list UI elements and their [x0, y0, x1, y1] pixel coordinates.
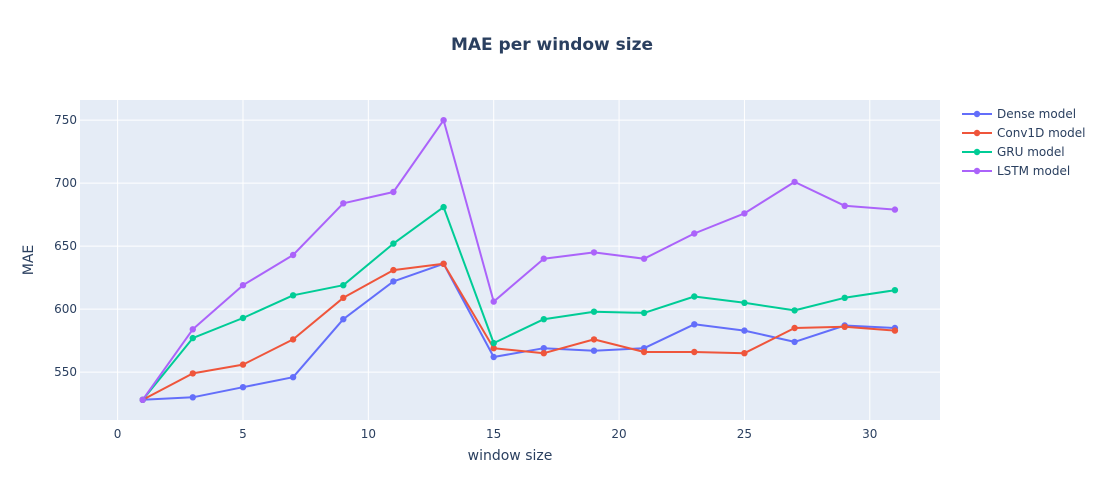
y-tick-label: 700 — [54, 176, 77, 190]
x-axis-ticks: 0 5 10 15 20 25 30 — [114, 427, 878, 441]
data-point — [289, 336, 297, 343]
plot-area — [80, 100, 940, 420]
y-tick-label: 750 — [54, 113, 77, 127]
data-point — [691, 293, 698, 300]
data-point — [490, 345, 497, 352]
data-point — [139, 396, 146, 403]
x-tick-label: 15 — [486, 427, 501, 441]
data-point — [440, 203, 447, 211]
data-point — [340, 316, 347, 323]
data-point — [691, 321, 698, 328]
data-point — [640, 348, 648, 356]
data-point — [239, 282, 247, 289]
data-point — [239, 384, 247, 391]
x-tick-label: 5 — [239, 427, 247, 441]
x-tick-label: 10 — [361, 427, 376, 441]
series-line-0 — [142, 262, 895, 401]
series-line-3 — [141, 119, 895, 401]
data-point — [189, 370, 196, 377]
data-point — [289, 292, 297, 299]
data-point — [390, 278, 397, 285]
data-point — [540, 345, 547, 352]
data-point — [891, 287, 899, 294]
legend-item[interactable]: LSTM model — [962, 164, 1070, 178]
chart-title: MAE per window size — [451, 35, 653, 55]
legend-label: Conv1D model — [997, 126, 1085, 140]
y-axis-label: MAE — [21, 245, 37, 276]
data-point — [691, 230, 698, 237]
legend: Dense model Conv1D model GRU model LSTM mod… — [962, 107, 1085, 178]
data-point — [590, 336, 598, 343]
data-point — [640, 255, 648, 262]
data-point — [340, 282, 347, 289]
data-point — [340, 294, 347, 301]
data-point — [741, 350, 748, 357]
legend-swatch-marker — [973, 110, 981, 118]
legend-item[interactable]: GRU model — [962, 145, 1065, 159]
data-point — [841, 294, 848, 301]
data-point — [490, 353, 497, 361]
x-tick-label: 20 — [611, 427, 626, 441]
data-point — [741, 210, 748, 217]
data-point — [289, 374, 297, 381]
y-tick-label: 600 — [54, 302, 77, 316]
data-point — [540, 350, 547, 357]
data-point — [289, 251, 297, 259]
data-point — [540, 255, 547, 262]
x-tick-label: 25 — [737, 427, 752, 441]
y-tick-label: 550 — [54, 365, 77, 379]
data-point — [841, 202, 848, 209]
data-point — [239, 314, 247, 322]
legend-item[interactable]: Dense model — [962, 107, 1076, 121]
data-point — [189, 394, 196, 401]
data-point — [590, 249, 598, 256]
legend-item[interactable]: Conv1D model — [962, 126, 1085, 140]
legend-swatch-marker — [973, 129, 981, 137]
data-point — [791, 324, 798, 332]
data-point — [189, 334, 196, 342]
data-point — [440, 260, 447, 267]
data-point — [640, 309, 648, 317]
data-point — [741, 327, 748, 334]
data-point — [590, 347, 598, 354]
data-point — [691, 348, 698, 356]
data-point — [540, 316, 547, 323]
x-tick-label: 30 — [862, 427, 877, 441]
data-point — [791, 178, 798, 186]
legend-swatch-marker — [973, 148, 981, 156]
legend-swatch-marker — [973, 167, 981, 175]
series-line-2 — [141, 206, 896, 401]
legend-label: LSTM model — [997, 164, 1070, 178]
data-point — [490, 298, 497, 305]
x-tick-label: 0 — [114, 427, 122, 441]
data-point — [791, 307, 798, 314]
data-point — [490, 339, 497, 347]
data-point — [891, 327, 899, 334]
data-point — [390, 240, 397, 247]
data-point — [239, 361, 247, 368]
series-line-1 — [142, 262, 895, 401]
y-tick-label: 650 — [54, 239, 77, 253]
data-point — [891, 206, 899, 213]
data-point — [440, 117, 447, 124]
y-axis-ticks: 550 600 650 700 750 — [54, 113, 77, 379]
data-point — [340, 200, 347, 207]
series-lines — [141, 119, 896, 401]
legend-label: GRU model — [997, 145, 1065, 159]
data-point — [741, 299, 748, 306]
series-points — [139, 117, 899, 403]
data-point — [791, 338, 798, 346]
x-axis-label: window size — [468, 448, 553, 464]
data-point — [390, 266, 397, 274]
data-point — [390, 188, 397, 196]
legend-label: Dense model — [997, 107, 1076, 121]
data-point — [189, 326, 196, 333]
data-point — [590, 308, 598, 315]
data-point — [841, 323, 848, 330]
